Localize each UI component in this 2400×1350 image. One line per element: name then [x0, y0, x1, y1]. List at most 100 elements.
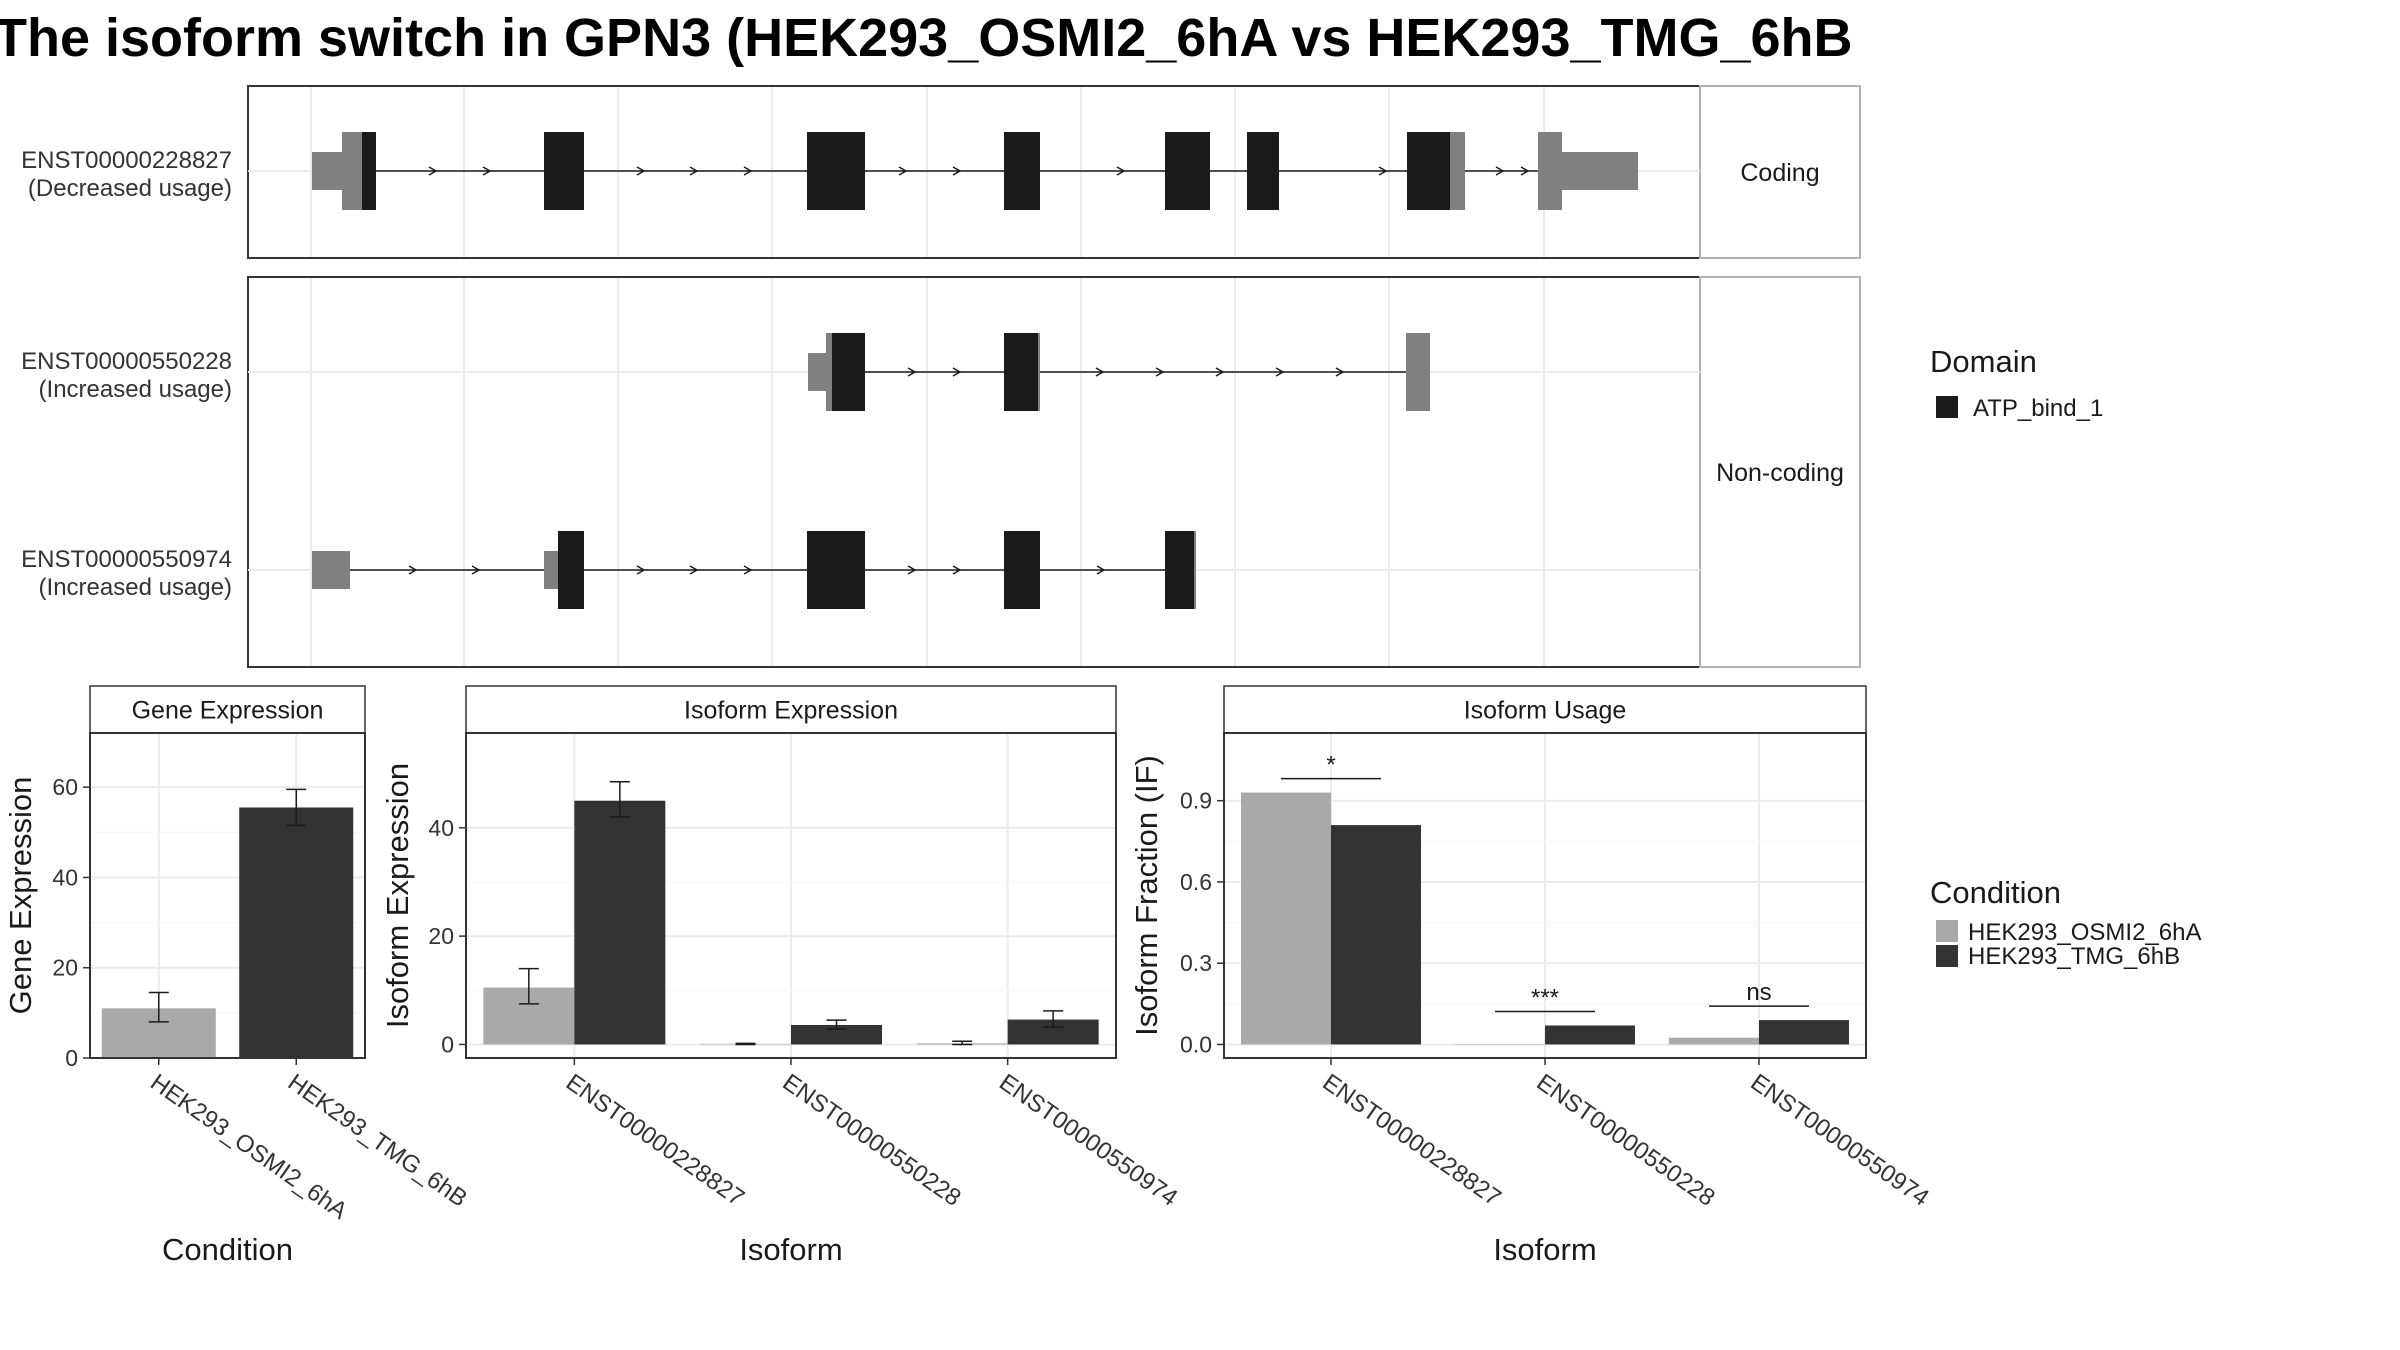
utr-exon [544, 551, 560, 589]
strand-arrow [1378, 166, 1388, 176]
legend-swatch [1936, 945, 1958, 967]
y-axis-title: Isoform Expression [380, 763, 415, 1028]
strand-arrow [907, 367, 917, 377]
strand-arrow [689, 166, 699, 176]
y-tick-label: 0.6 [1180, 869, 1212, 895]
strand-arrow [1275, 367, 1285, 377]
strand-arrow [636, 166, 646, 176]
transcript-id-label: ENST00000228827 [21, 147, 232, 174]
facet-strip [1699, 85, 1861, 259]
figure-title: The isoform switch in GPN3 (HEK293_OSMI2… [0, 8, 1853, 68]
facet-background [248, 277, 1700, 667]
panel-strip [465, 685, 1117, 734]
strand-arrow [636, 565, 646, 575]
strand-arrow [952, 166, 962, 176]
strand-arrow [1155, 367, 1165, 377]
exon [1406, 333, 1430, 411]
domain-exon [832, 333, 865, 411]
y-tick-label: 0 [65, 1045, 78, 1071]
domain-exon [1165, 132, 1210, 210]
strand-arrow [1116, 166, 1126, 176]
x-tick-label: ENST00000550228 [778, 1069, 966, 1212]
domain-exon [1004, 333, 1038, 411]
bar [1669, 1037, 1759, 1045]
y-tick-label: 20 [428, 923, 454, 949]
strand-arrow [1495, 166, 1505, 176]
legend-label: HEK293_TMG_6hB [1968, 943, 2180, 970]
strand-arrow [952, 367, 962, 377]
y-tick-label: 40 [428, 815, 454, 841]
bar [239, 807, 354, 1058]
strand-arrow [907, 565, 917, 575]
transcript-usage-label: (Increased usage) [39, 574, 232, 601]
bar [574, 800, 666, 1045]
transcript-usage-label: (Increased usage) [39, 376, 232, 403]
y-tick-label: 0.3 [1180, 950, 1212, 976]
x-tick-label: ENST00000550228 [1532, 1069, 1720, 1212]
domain-exon [1004, 531, 1040, 609]
bar [1331, 825, 1421, 1045]
utr-exon [808, 353, 830, 391]
x-tick-label: ENST00000228827 [1318, 1069, 1506, 1212]
y-tick-label: 0.9 [1180, 788, 1212, 814]
facet-label: Coding [1740, 159, 1819, 187]
strand-arrow [408, 565, 418, 575]
panel-title: Isoform Usage [1464, 697, 1627, 725]
domain-exon [362, 132, 376, 210]
x-tick-label: ENST00000550974 [994, 1069, 1182, 1212]
legend-title: Domain [1930, 344, 2037, 379]
legend-swatch [1936, 920, 1958, 942]
domain-exon [807, 531, 865, 609]
utr-exon [312, 551, 350, 589]
bar [1455, 1044, 1545, 1045]
y-tick-label: 0 [441, 1031, 454, 1057]
domain-exon [1247, 132, 1279, 210]
transcript-id-label: ENST00000550974 [21, 546, 232, 573]
legend-swatch [1936, 396, 1958, 418]
strand-arrow [689, 565, 699, 575]
utr-exon [1562, 152, 1638, 190]
bar [1545, 1025, 1635, 1045]
strand-arrow [471, 565, 481, 575]
domain-exon [558, 531, 584, 609]
y-tick-label: 0.0 [1180, 1031, 1212, 1057]
y-tick-label: 60 [52, 774, 78, 800]
facet-label: Non-coding [1716, 459, 1844, 487]
strand-arrow [1520, 166, 1530, 176]
domain-exon [1407, 132, 1450, 210]
x-axis-title: Isoform [739, 1232, 842, 1267]
strand-arrow [482, 166, 492, 176]
panel-title: Gene Expression [132, 697, 324, 725]
domain-legend: Domain ATP_bind_1 [1930, 344, 2103, 422]
panel-border [89, 732, 366, 1059]
significance-label: * [1326, 752, 1335, 779]
panel-strip [1223, 685, 1867, 734]
panel-strip [89, 685, 366, 734]
x-tick-label: ENST00000550974 [1746, 1069, 1934, 1212]
exon [1538, 132, 1562, 210]
y-tick-label: 20 [52, 955, 78, 981]
legend-title: Condition [1930, 875, 2061, 910]
panel-title: Isoform Expression [684, 697, 898, 725]
domain-exon [1165, 531, 1194, 609]
strand-arrow [428, 166, 438, 176]
significance-label: *** [1531, 985, 1559, 1012]
strand-arrow [952, 565, 962, 575]
facet-strip [1699, 276, 1861, 668]
domain-exon [807, 132, 865, 210]
bar [1241, 792, 1331, 1045]
x-axis-title: Condition [162, 1232, 293, 1267]
strand-arrow [1335, 367, 1345, 377]
y-axis-title: Isoform Fraction (IF) [1129, 755, 1164, 1036]
strand-arrow [898, 166, 908, 176]
transcript-id-label: ENST00000550228 [21, 348, 232, 375]
x-axis-title: Isoform [1493, 1232, 1596, 1267]
strand-arrow [1215, 367, 1225, 377]
strand-arrow [743, 565, 753, 575]
domain-exon [544, 132, 584, 210]
legend-label: ATP_bind_1 [1973, 395, 2103, 422]
